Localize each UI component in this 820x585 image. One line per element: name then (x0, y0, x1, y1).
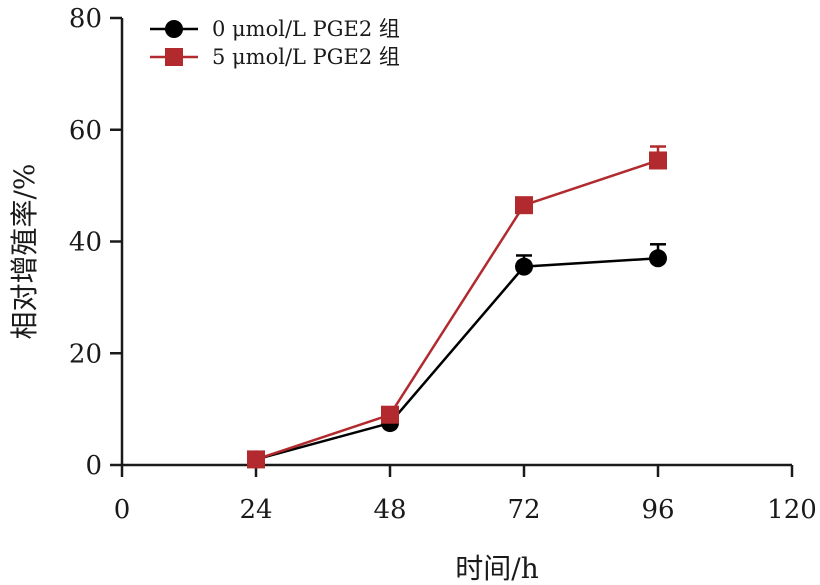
data-point (381, 405, 399, 424)
data-point (649, 151, 667, 170)
data-point (247, 450, 265, 469)
y-tick-label: 80 (69, 4, 102, 34)
series-line (255, 257, 659, 461)
series-group (247, 145, 667, 469)
y-tick-label: 40 (69, 228, 102, 258)
y-tick-label: 20 (69, 339, 102, 369)
x-tick-label: 96 (641, 495, 674, 525)
legend-marker (165, 20, 183, 38)
x-tick-label: 72 (507, 495, 540, 525)
x-tick-label: 0 (114, 495, 131, 525)
data-point (649, 249, 667, 268)
x-axis-label: 时间/h (455, 552, 538, 585)
axes: 0 24 48 72 96 120 0 20 40 60 80 (69, 4, 817, 525)
data-point (515, 257, 533, 276)
legend-marker (165, 48, 183, 66)
series-0 (247, 243, 667, 469)
y-tick-label: 0 (85, 451, 102, 481)
data-point (515, 196, 533, 215)
y-tick-label: 60 (69, 116, 102, 146)
x-tick-label: 24 (239, 495, 272, 525)
legend: 0 μmol/L PGE2 组 5 μmol/L PGE2 组 (150, 17, 400, 69)
x-tick-label: 120 (767, 495, 817, 525)
x-tick-label: 48 (373, 495, 406, 525)
legend-label: 5 μmol/L PGE2 组 (212, 45, 400, 69)
series-1 (247, 145, 667, 469)
series-line (255, 159, 659, 461)
legend-label: 0 μmol/L PGE2 组 (212, 17, 400, 41)
y-axis-label: 相对增殖率/% (8, 163, 41, 339)
